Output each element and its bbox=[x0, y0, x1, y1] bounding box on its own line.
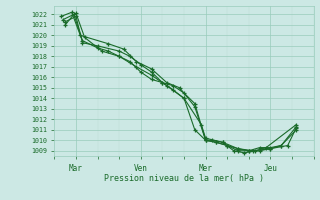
X-axis label: Pression niveau de la mer( hPa ): Pression niveau de la mer( hPa ) bbox=[104, 174, 264, 183]
